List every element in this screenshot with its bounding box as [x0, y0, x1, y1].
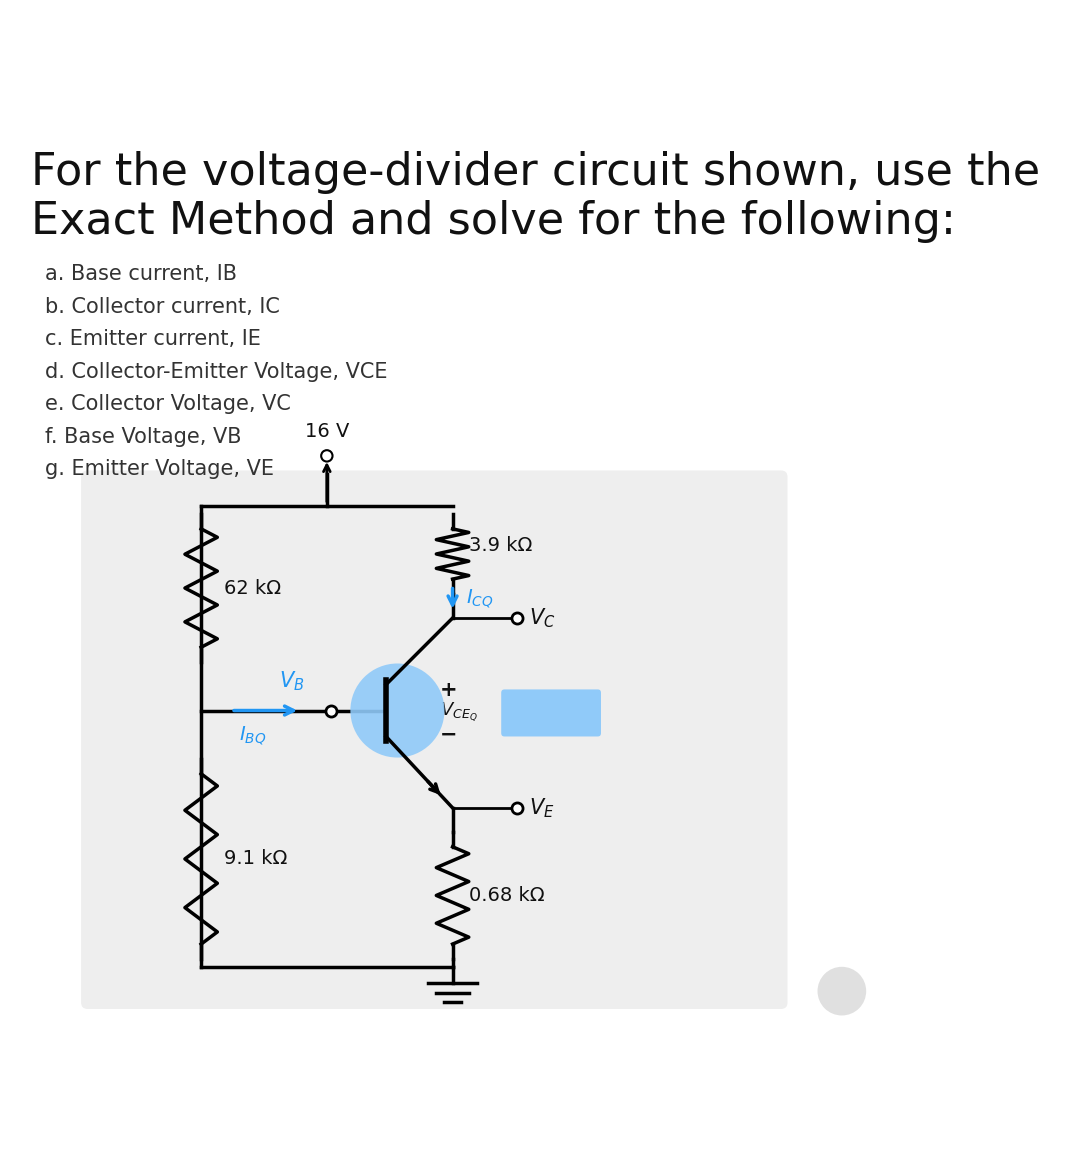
Text: b. Collector current, IC: b. Collector current, IC	[44, 297, 280, 317]
Text: $I_{CQ}$: $I_{CQ}$	[465, 588, 492, 610]
Text: ?: ?	[835, 979, 849, 1003]
FancyBboxPatch shape	[501, 689, 600, 737]
Text: Exact Method and solve for the following:: Exact Method and solve for the following…	[31, 200, 956, 243]
Text: $V_E$: $V_E$	[529, 797, 554, 820]
Text: −: −	[440, 725, 457, 745]
Text: $V_B$: $V_B$	[280, 669, 305, 693]
Text: 9.1 kΩ: 9.1 kΩ	[224, 849, 287, 869]
Text: +: +	[440, 680, 457, 701]
Text: c. Emitter current, IE: c. Emitter current, IE	[44, 329, 260, 349]
Text: 3.9 kΩ: 3.9 kΩ	[469, 536, 532, 555]
Text: 62 kΩ: 62 kΩ	[224, 578, 281, 598]
Circle shape	[350, 663, 445, 758]
Text: a. Base current, IB: a. Base current, IB	[44, 264, 237, 285]
Text: For the voltage-divider circuit shown, use the: For the voltage-divider circuit shown, u…	[31, 151, 1040, 194]
Text: β = 80: β = 80	[518, 703, 584, 723]
Text: $V_{CE_Q}$: $V_{CE_Q}$	[440, 701, 477, 724]
FancyBboxPatch shape	[81, 471, 787, 1009]
Text: 0.68 kΩ: 0.68 kΩ	[469, 887, 544, 905]
Circle shape	[321, 450, 333, 461]
Text: $I_{BQ}$: $I_{BQ}$	[240, 725, 267, 748]
Text: $V_C$: $V_C$	[529, 606, 555, 630]
Text: e. Collector Voltage, VC: e. Collector Voltage, VC	[44, 395, 291, 415]
Text: d. Collector-Emitter Voltage, VCE: d. Collector-Emitter Voltage, VCE	[44, 362, 387, 382]
Text: 16 V: 16 V	[305, 423, 349, 442]
Text: g. Emitter Voltage, VE: g. Emitter Voltage, VE	[44, 459, 273, 479]
Text: f. Base Voltage, VB: f. Base Voltage, VB	[44, 426, 241, 446]
Circle shape	[818, 967, 866, 1015]
